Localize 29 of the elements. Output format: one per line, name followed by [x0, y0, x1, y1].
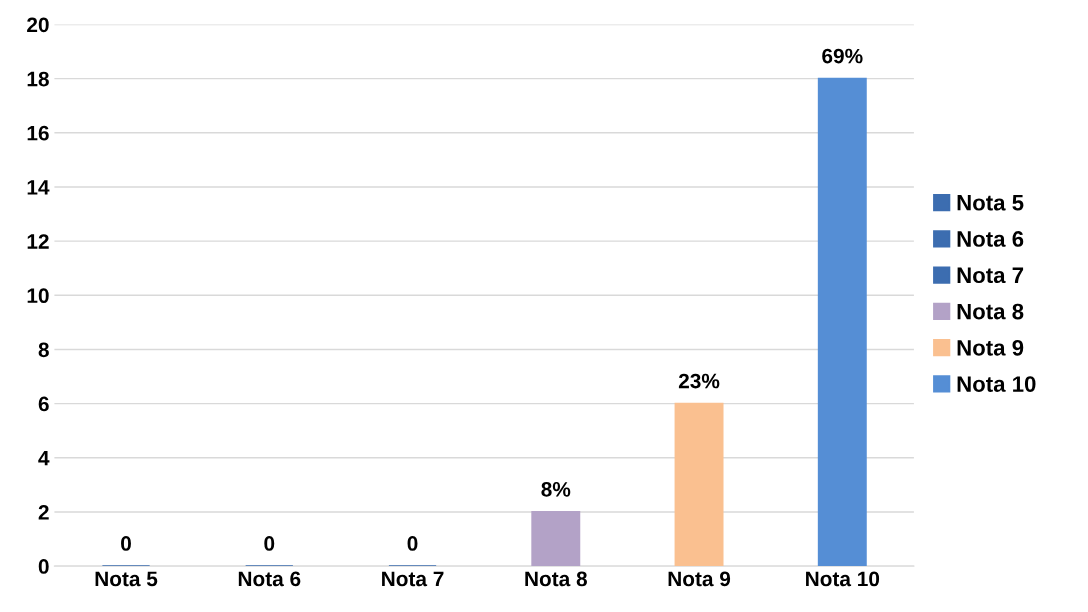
y-tick-label: 2 — [38, 504, 49, 520]
annotation: 0 — [407, 536, 418, 551]
x-tick-label: Nota 7 — [382, 571, 444, 587]
y-tick-label: 20 — [27, 17, 49, 33]
y-tick-label: 4 — [38, 450, 50, 466]
legend-label: Nota 10 — [957, 376, 1036, 392]
x-tick-label: Nota 5 — [95, 571, 158, 587]
annotation: 69% — [822, 48, 863, 64]
legend-label: Nota 9 — [957, 339, 1024, 356]
x-tick-label: Nota 8 — [525, 571, 587, 587]
y-tick-label: 12 — [27, 234, 49, 249]
legend-label: Nota 6 — [957, 231, 1024, 247]
legend-label: Nota 5 — [957, 195, 1024, 211]
y-tick-label: 8 — [38, 342, 49, 358]
legend-label: Nota 7 — [957, 267, 1024, 284]
y-tick-label: 18 — [27, 71, 49, 87]
annotation: 0 — [264, 536, 275, 551]
y-tick-label: 10 — [27, 288, 49, 304]
y-tick-label: 16 — [27, 125, 49, 141]
x-tick-label: Nota 9 — [668, 571, 731, 587]
y-tick-label: 14 — [27, 180, 50, 195]
annotation: 23% — [678, 373, 720, 389]
x-tick-label: Nota 6 — [238, 571, 301, 587]
annotation: 8% — [541, 481, 571, 497]
legend-label: Nota 8 — [957, 303, 1024, 320]
y-tick-label: 6 — [38, 396, 49, 412]
x-tick-label: Nota 10 — [806, 571, 880, 587]
annotation: 0 — [121, 536, 131, 551]
y-tick-label: 0 — [38, 559, 49, 574]
